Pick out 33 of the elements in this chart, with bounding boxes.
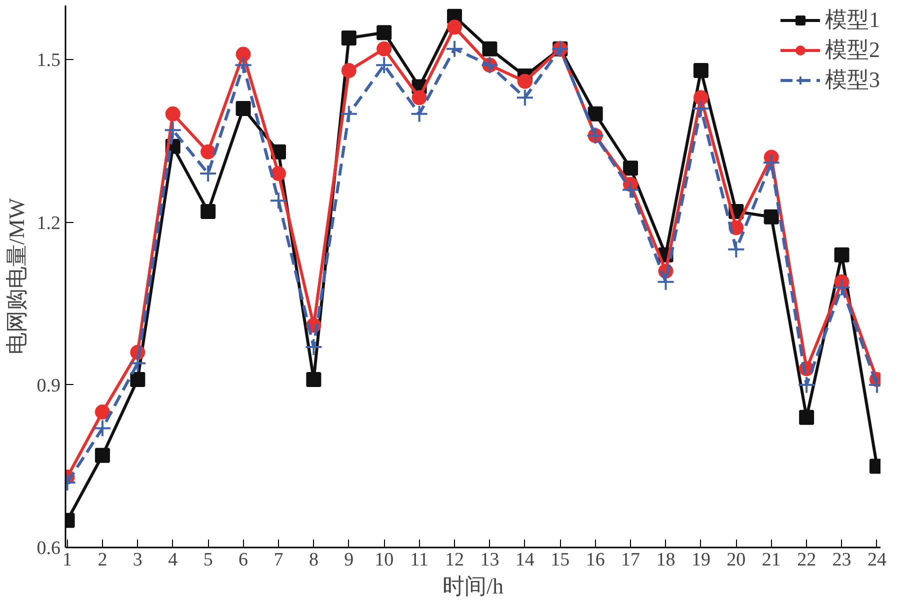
- x-tick-label: 15: [550, 550, 570, 570]
- x-tick-label: 22: [797, 550, 816, 570]
- x-tick-label: 23: [832, 550, 852, 570]
- x-tick-label: 14: [515, 550, 535, 570]
- y-tick-label: 0.9: [36, 375, 60, 396]
- x-tick-label: 12: [445, 550, 464, 570]
- y-tick-label: 0.6: [36, 538, 60, 559]
- x-tick-label: 19: [691, 550, 710, 570]
- y-axis-title: 电网购电量/MW: [4, 198, 29, 355]
- x-tick-label: 7: [274, 550, 284, 570]
- x-tick-label: 13: [480, 550, 500, 570]
- x-tick-label: 9: [344, 550, 354, 570]
- x-tick-label: 20: [726, 550, 746, 570]
- legend-label: 模型2: [825, 36, 880, 64]
- x-tick-label: 2: [98, 550, 108, 570]
- legend-label: 模型1: [825, 6, 880, 34]
- y-tick-label: 1.5: [36, 50, 60, 72]
- x-tick-label: 10: [374, 550, 394, 570]
- y-tick-label: 1.2: [36, 212, 60, 234]
- x-tick-label: 1: [62, 550, 72, 570]
- x-tick-label: 3: [132, 550, 142, 570]
- x-tick-label: 5: [203, 550, 213, 570]
- x-tick-label: 4: [168, 550, 178, 570]
- x-axis-title: 时间/h: [442, 574, 504, 598]
- x-tick-label: 24: [867, 550, 887, 570]
- x-tick-label: 18: [656, 550, 676, 570]
- x-tick-label: 17: [621, 550, 640, 570]
- x-tick-label: 11: [410, 550, 428, 570]
- x-tick-label: 6: [238, 550, 248, 570]
- x-tick-label: 21: [762, 550, 781, 570]
- x-tick-label: 16: [586, 550, 605, 570]
- x-tick-label: 8: [308, 550, 318, 570]
- legend-label: 模型3: [825, 66, 880, 94]
